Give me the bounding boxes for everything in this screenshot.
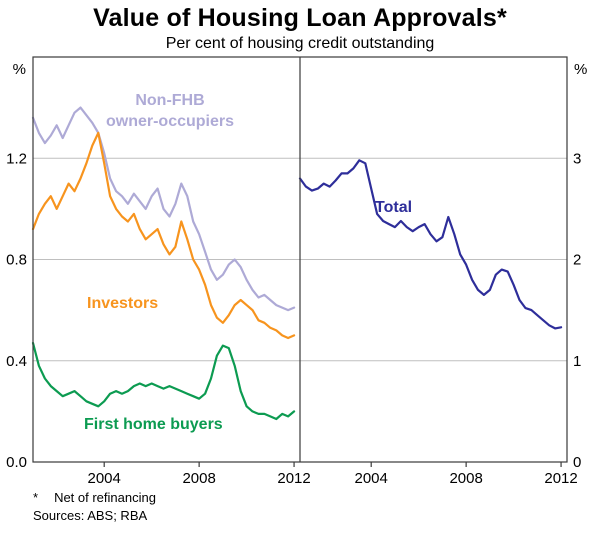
chart-title: Value of Housing Loan Approvals* bbox=[93, 4, 507, 32]
label-non-fhb-owner-occupiers: Non-FHB owner-occupiers bbox=[70, 90, 270, 132]
svg-text:0.4: 0.4 bbox=[6, 353, 27, 370]
svg-text:2012: 2012 bbox=[544, 470, 577, 487]
footnote: * Net of refinancing bbox=[33, 490, 156, 505]
svg-text:%: % bbox=[574, 61, 587, 78]
svg-text:0.8: 0.8 bbox=[6, 252, 27, 269]
label-first-home-buyers: First home buyers bbox=[84, 416, 223, 433]
svg-text:2012: 2012 bbox=[277, 470, 310, 487]
svg-text:2008: 2008 bbox=[182, 470, 215, 487]
label-non-fhb-line1: Non-FHB bbox=[135, 92, 205, 109]
svg-text:2: 2 bbox=[573, 252, 581, 269]
svg-text:%: % bbox=[13, 61, 26, 78]
footnote-star: * bbox=[33, 490, 39, 505]
label-investors: Investors bbox=[87, 295, 159, 312]
sources: Sources: ABS; RBA bbox=[33, 508, 148, 523]
label-non-fhb-line2: owner-occupiers bbox=[105, 113, 235, 130]
svg-text:1.2: 1.2 bbox=[6, 150, 27, 167]
label-total: Total bbox=[375, 199, 413, 216]
svg-text:2008: 2008 bbox=[449, 470, 482, 487]
svg-text:0.0: 0.0 bbox=[6, 454, 27, 471]
chart-subtitle: Per cent of housing credit outstanding bbox=[165, 35, 435, 52]
svg-text:3: 3 bbox=[573, 150, 581, 167]
svg-text:2004: 2004 bbox=[355, 470, 388, 487]
svg-text:2004: 2004 bbox=[88, 470, 121, 487]
footnote-text: Net of refinancing bbox=[54, 490, 156, 505]
svg-text:1: 1 bbox=[573, 353, 581, 370]
svg-text:0: 0 bbox=[573, 454, 581, 471]
